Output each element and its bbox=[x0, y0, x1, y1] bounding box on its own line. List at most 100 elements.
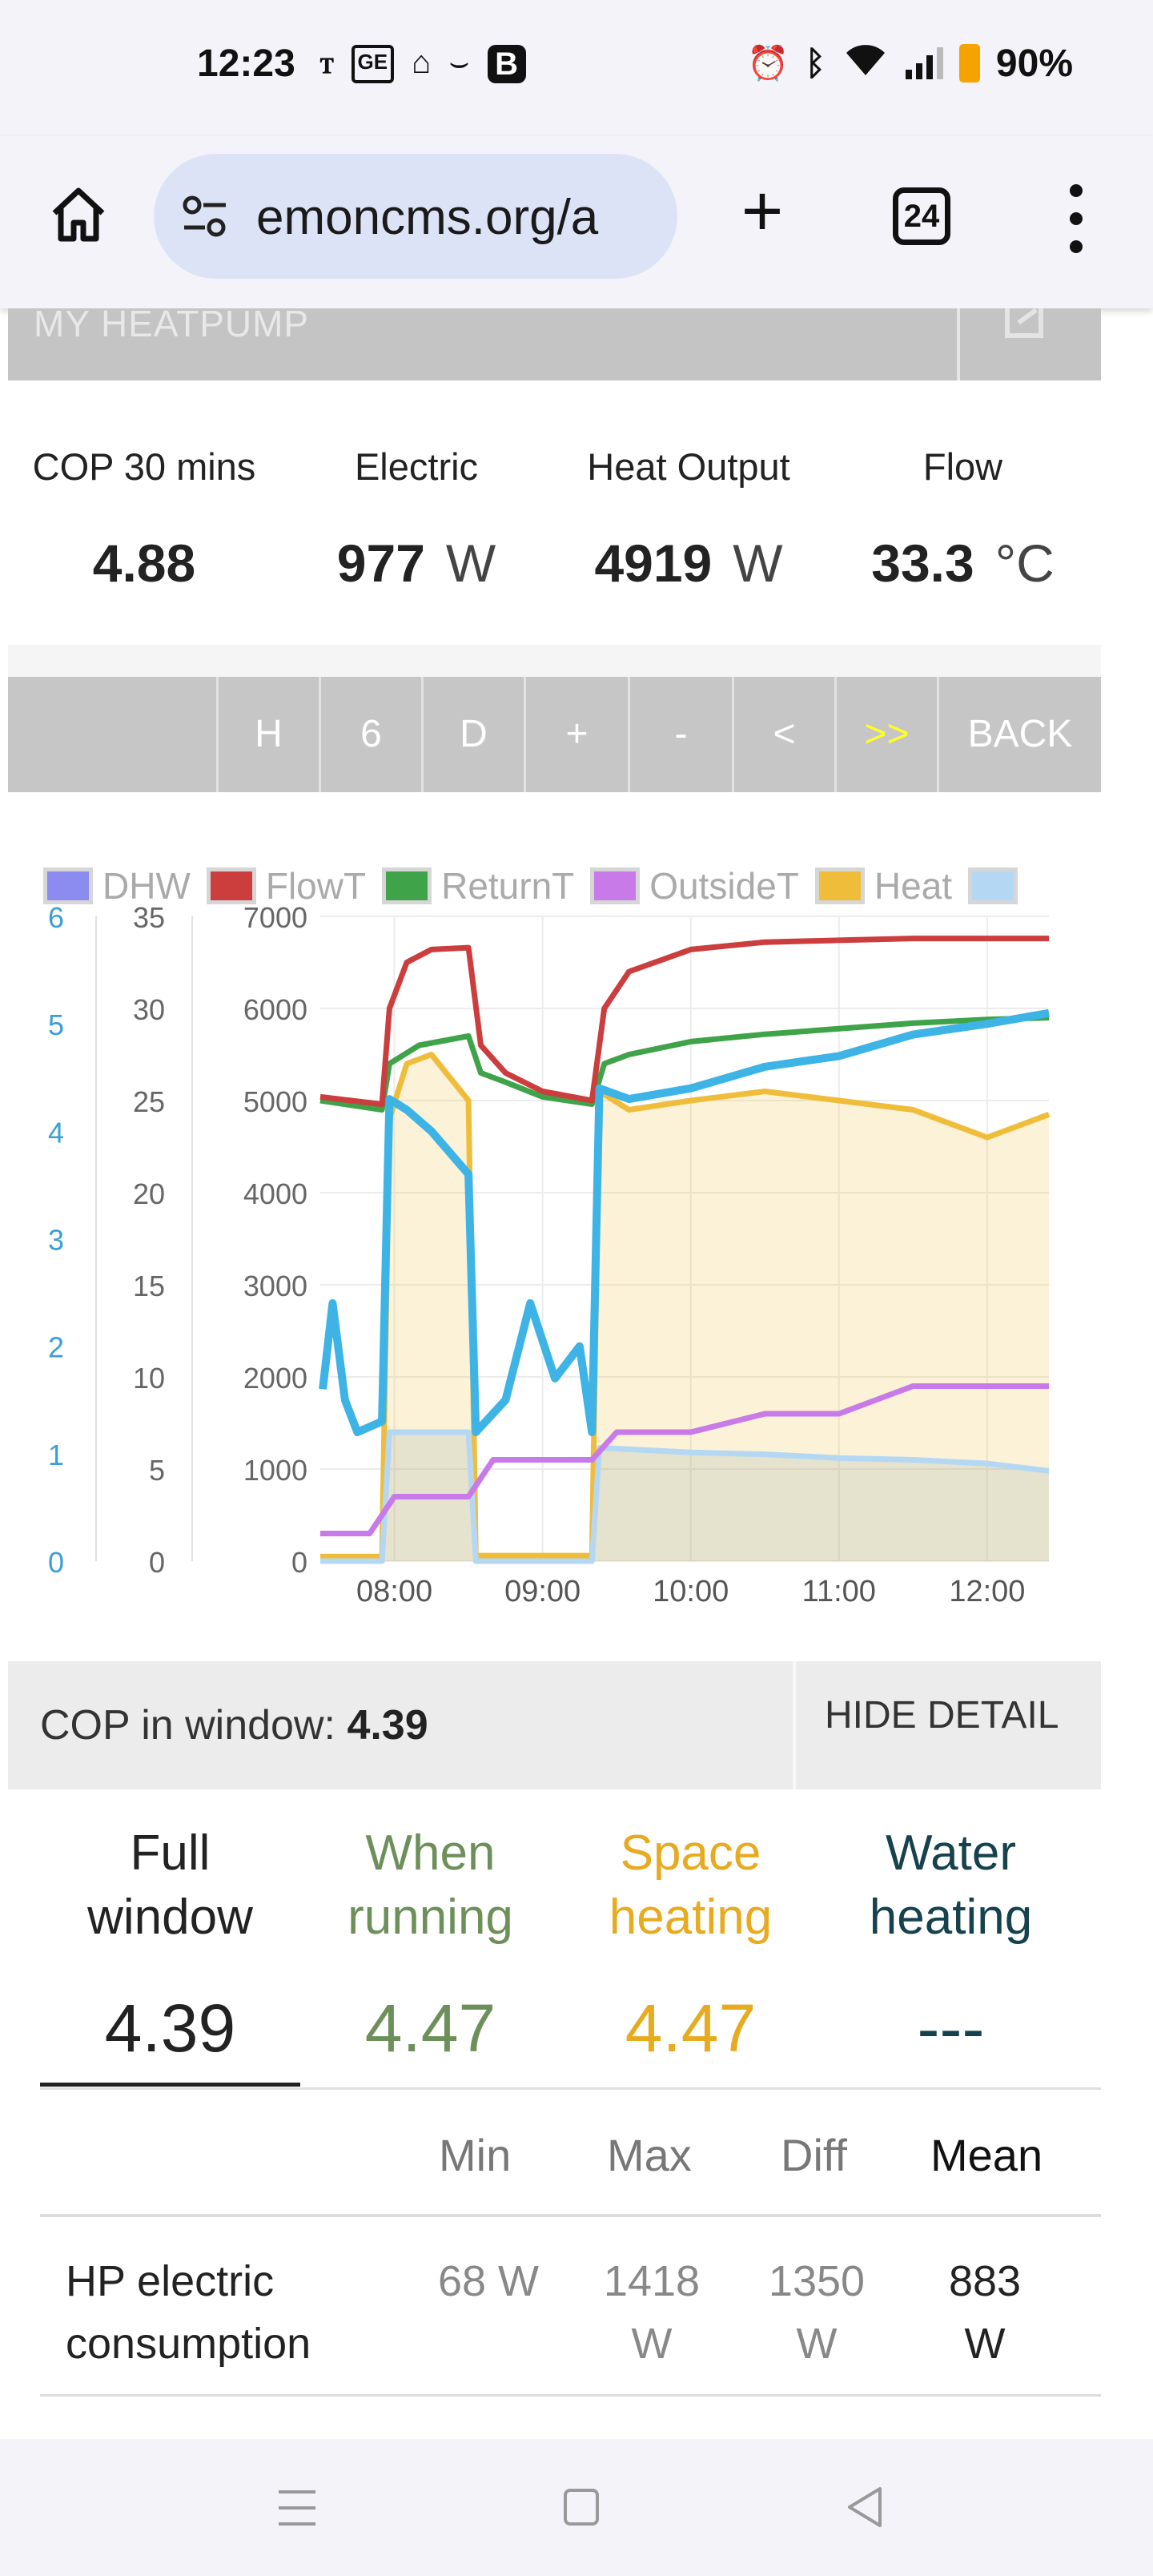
tab-line: heating bbox=[869, 1890, 1033, 1945]
row-name: HP electric consumption bbox=[66, 2250, 402, 2375]
share-icon[interactable] bbox=[1001, 308, 1049, 340]
stat-value: 4919 W bbox=[552, 533, 825, 594]
new-tab-button[interactable]: + bbox=[729, 175, 796, 248]
app-title-bar: MY HEATPUMP bbox=[8, 308, 1101, 380]
cop-in-window: COP in window: 4.39 bbox=[40, 1701, 428, 1749]
cop-in-window-value: 4.39 bbox=[347, 1702, 428, 1749]
tab-water-heating[interactable]: Water heating bbox=[821, 1821, 1081, 1950]
y-tick-label: 0 bbox=[48, 1546, 64, 1579]
hour-button[interactable]: H bbox=[216, 677, 319, 792]
legend-label: ReturnT bbox=[441, 865, 575, 907]
active-tab-underline bbox=[40, 2083, 300, 2087]
y-tick-label: 0 bbox=[291, 1546, 307, 1579]
tab-line: Full bbox=[130, 1825, 211, 1881]
legend-item-outsidet[interactable]: OutsideT bbox=[590, 864, 799, 908]
ge-icon: GE bbox=[351, 45, 395, 83]
y-tick-label: 35 bbox=[133, 901, 165, 934]
stat-unit: W bbox=[733, 533, 783, 593]
browser-home-button[interactable] bbox=[46, 183, 110, 247]
legend-label: OutsideT bbox=[649, 865, 799, 907]
stat-value: 977 W bbox=[280, 533, 552, 594]
tab-switcher-button[interactable]: 24 bbox=[893, 187, 950, 245]
six-hour-button[interactable]: 6 bbox=[319, 677, 421, 792]
y-tick-label: 10 bbox=[133, 1362, 165, 1395]
legend-item-heat[interactable]: Heat bbox=[814, 864, 953, 908]
stat-unit: °C bbox=[994, 533, 1055, 593]
legend-item-flowt[interactable]: FlowT bbox=[206, 864, 366, 908]
tab-space-heating[interactable]: Space heating bbox=[560, 1821, 821, 1950]
recents-button[interactable] bbox=[279, 2490, 315, 2526]
url-text: emoncms.org/a bbox=[256, 190, 599, 245]
col-max: Max bbox=[607, 2130, 692, 2180]
cop-in-window-label: COP in window: bbox=[40, 1702, 335, 1749]
header-rule bbox=[40, 2214, 1101, 2217]
y-tick-label: 7000 bbox=[243, 901, 307, 934]
back-button[interactable]: BACK bbox=[937, 677, 1101, 792]
stat-value: 4.88 bbox=[8, 533, 280, 594]
x-tick-label: 11:00 bbox=[802, 1575, 876, 1608]
y-tick-label: 3000 bbox=[243, 1270, 307, 1302]
cop-water-heating: --- bbox=[917, 1990, 985, 2066]
pan-left-button[interactable]: < bbox=[732, 677, 834, 792]
cop-full-window: 4.39 bbox=[104, 1990, 236, 2066]
cell-line: W bbox=[796, 2320, 838, 2368]
page-content: MY HEATPUMP COP 30 mins 4.88 Electric 97… bbox=[8, 308, 1101, 2439]
cop-divider bbox=[793, 1661, 796, 1789]
tab-line: heating bbox=[609, 1890, 773, 1945]
home-button[interactable] bbox=[564, 2489, 599, 2526]
x-tick-label: 08:00 bbox=[356, 1575, 432, 1608]
wifi-icon bbox=[842, 40, 890, 87]
row-rule bbox=[40, 2394, 1101, 2397]
stat-value: 33.3 °C bbox=[825, 533, 1101, 594]
site-settings-icon[interactable] bbox=[181, 194, 229, 239]
cell-line: 1418 bbox=[603, 2257, 701, 2305]
tab-when-running[interactable]: When running bbox=[300, 1821, 560, 1950]
heatpump-chart[interactable]: 0 1 2 3 4 5 6 0 5 10 15 20 25 30 35 0 1000 2000 3000 4000 50… bbox=[8, 792, 1101, 1661]
day-button[interactable]: D bbox=[421, 677, 524, 792]
cell-line: W bbox=[631, 2320, 673, 2368]
legend-item-dhw[interactable]: DHW bbox=[43, 864, 191, 908]
back-icon[interactable] bbox=[845, 2485, 885, 2529]
browser-menu-button[interactable] bbox=[1062, 184, 1091, 253]
y-tick-label: 0 bbox=[149, 1546, 165, 1579]
system-nav-bar bbox=[0, 2439, 1153, 2576]
stat-number: 33.3 bbox=[871, 533, 974, 593]
col-min: Min bbox=[439, 2130, 512, 2180]
stat-label: Electric bbox=[354, 445, 479, 488]
y-tick-label: 4000 bbox=[243, 1177, 307, 1210]
amazon-icon: ⌣ bbox=[448, 45, 470, 80]
cell-line: W bbox=[964, 2320, 1006, 2368]
zoom-in-button[interactable]: + bbox=[524, 677, 628, 792]
legend-swatch bbox=[814, 867, 865, 904]
bluetooth-icon: ᛒ bbox=[805, 44, 826, 82]
col-mean: Mean bbox=[930, 2130, 1043, 2180]
battery-percent: 90% bbox=[995, 42, 1073, 85]
system-icons: ⏰ ᛒ 90% bbox=[747, 40, 1073, 87]
row-name-line: consumption bbox=[66, 2320, 311, 2368]
address-bar[interactable]: emoncms.org/a bbox=[154, 154, 677, 279]
y-tick-label: 6 bbox=[48, 901, 64, 934]
col-diff: Diff bbox=[781, 2130, 847, 2180]
tab-full-window[interactable]: Full window bbox=[40, 1821, 300, 1950]
cell-line: 883 bbox=[948, 2257, 1022, 2305]
pan-right-button[interactable]: >> bbox=[834, 677, 937, 792]
zoom-out-button[interactable]: - bbox=[628, 677, 732, 792]
cop-space-heating: 4.47 bbox=[625, 1990, 757, 2066]
stat-label: Flow bbox=[922, 445, 1003, 488]
y-tick-label: 20 bbox=[133, 1177, 165, 1210]
dot bbox=[1070, 184, 1083, 197]
tab-line: running bbox=[348, 1890, 513, 1945]
stat-number: 4.88 bbox=[92, 533, 196, 593]
y-tick-label: 2000 bbox=[243, 1362, 307, 1395]
time-controls: H 6 D + - < >> BACK bbox=[8, 677, 1101, 792]
hide-detail-button[interactable]: HIDE DETAIL bbox=[825, 1694, 1059, 1737]
teams-icon: ꭲ bbox=[320, 45, 334, 80]
legend-label: Heat bbox=[874, 865, 953, 907]
tab-line: When bbox=[365, 1825, 496, 1881]
y-tick-label: 2 bbox=[48, 1331, 64, 1364]
legend-item-electric[interactable] bbox=[968, 867, 1018, 904]
legend-item-returnt[interactable]: ReturnT bbox=[382, 864, 574, 908]
y-tick-label: 1 bbox=[48, 1439, 64, 1471]
y-tick-label: 4 bbox=[48, 1116, 64, 1149]
